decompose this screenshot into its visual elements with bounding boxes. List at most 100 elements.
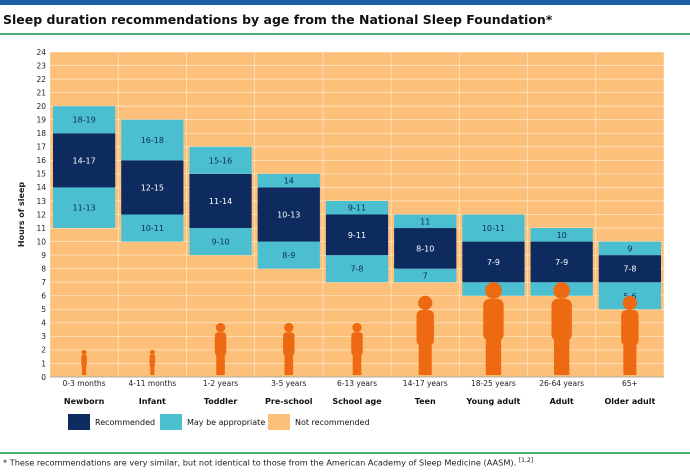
infant-icon: [149, 349, 156, 375]
bar-appropriate-low-label: 10-11: [141, 224, 164, 233]
y-tick-label: 11: [36, 224, 46, 233]
y-tick-label: 2: [41, 346, 46, 355]
chart-title: Sleep duration recommendations by age fr…: [3, 12, 553, 27]
bar-recommended-label: 7-9: [487, 258, 500, 267]
bar-appropriate-high-label: 9: [627, 244, 632, 253]
bar-appropriate-low-label: 8-9: [282, 251, 295, 260]
legend-label-background: Not recommended: [295, 418, 370, 427]
title-divider: [0, 33, 690, 35]
bar-recommended: [394, 228, 457, 269]
group-label: Young adult: [466, 397, 521, 406]
bar-recommended-label: 7-8: [623, 265, 636, 274]
y-tick-label: 6: [41, 292, 46, 301]
bar-appropriate-high: [53, 106, 116, 134]
y-tick-label: 24: [36, 48, 46, 57]
bar-recommended: [189, 173, 252, 229]
y-tick-label: 4: [41, 319, 46, 328]
bar-appropriate-low-label: 7: [423, 271, 428, 280]
y-tick-label: 13: [36, 197, 46, 206]
bar-recommended: [530, 241, 593, 283]
legend-swatch-appropriate: [160, 414, 182, 430]
bar-appropriate-high-label: 18-19: [72, 116, 95, 125]
x-tick-label: 18-25 years: [471, 379, 516, 388]
bar-appropriate-low-label: 7-8: [350, 265, 363, 274]
y-tick-label: 10: [36, 237, 46, 246]
bar-recommended-label: 9-11: [348, 231, 366, 240]
school-child-icon: [351, 322, 363, 375]
bar-appropriate-high: [394, 214, 457, 229]
bar-appropriate-high-label: 16-18: [141, 136, 164, 145]
y-axis-label: Hours of sleep: [17, 182, 26, 247]
bar-recommended: [53, 133, 116, 188]
bar-appropriate-low: [325, 255, 389, 283]
footnote-text: * These recommendations are very similar…: [3, 457, 517, 468]
group-label: Teen: [415, 397, 436, 406]
bar-appropriate-high-label: 14: [284, 177, 294, 186]
y-tick-label: 22: [36, 75, 46, 84]
bar-recommended-label: 7-9: [555, 258, 568, 267]
bar-appropriate-high-label: 9-11: [348, 204, 366, 213]
adult-icon: [551, 282, 572, 375]
bar-appropriate-low-label: 11-13: [72, 204, 95, 213]
bar-appropriate-high-label: 10-11: [482, 224, 505, 233]
group-label: Older adult: [604, 397, 655, 406]
y-tick-label: 9: [41, 251, 46, 260]
x-tick-label: 0-3 months: [63, 379, 106, 388]
bar-appropriate-low: [189, 228, 252, 256]
y-tick-label: 20: [36, 102, 46, 111]
newborn-icon: [81, 349, 87, 375]
group-label: Pre-school: [265, 397, 313, 406]
y-tick-label: 17: [36, 143, 46, 152]
x-tick-label: 26-64 years: [539, 379, 584, 388]
bar-appropriate-high-label: 10: [557, 231, 567, 240]
y-tick-label: 21: [36, 88, 46, 97]
footnote-refs: [1,2]: [518, 457, 534, 464]
footnote-divider: [0, 452, 690, 454]
preschooler-icon: [283, 322, 295, 375]
x-tick-label: 65+: [622, 379, 638, 388]
bar-appropriate-high: [189, 146, 252, 174]
x-tick-label: 4-11 months: [129, 379, 177, 388]
x-tick-label: 1-2 years: [203, 379, 238, 388]
y-tick-label: 19: [36, 116, 46, 125]
bar-appropriate-high-label: 15-16: [209, 156, 232, 165]
bar-appropriate-high: [257, 173, 320, 188]
x-tick-label: 14-17 years: [403, 379, 448, 388]
top-accent-bar: [0, 0, 690, 5]
bar-appropriate-low: [53, 187, 116, 229]
bar-appropriate-high: [598, 241, 661, 256]
y-tick-label: 7: [41, 278, 46, 287]
teen-icon: [416, 295, 434, 375]
bar-recommended-label: 11-14: [209, 197, 232, 206]
legend-swatch-recommended: [68, 414, 90, 430]
y-tick-label: 14: [36, 183, 46, 192]
y-tick-label: 18: [36, 129, 46, 138]
bar-recommended: [325, 214, 389, 256]
y-tick-label: 3: [41, 332, 46, 341]
young-adult-icon: [483, 282, 504, 375]
toddler-icon: [214, 322, 227, 375]
footnote: * These recommendations are very similar…: [3, 457, 533, 468]
bar-recommended-label: 8-10: [416, 244, 434, 253]
bar-recommended: [598, 255, 661, 283]
bar-appropriate-high: [530, 228, 593, 242]
bar-appropriate-low: [257, 241, 320, 269]
bar-recommended-label: 14-17: [72, 156, 95, 165]
group-label: Newborn: [64, 397, 105, 406]
bar-appropriate-high: [462, 214, 525, 242]
bar-recommended-label: 12-15: [141, 183, 164, 192]
legend-label-recommended: Recommended: [95, 418, 155, 427]
bar-recommended: [462, 241, 525, 283]
legend-label-appropriate: May be appropriate: [187, 418, 265, 427]
x-tick-label: 3-5 years: [271, 379, 306, 388]
bar-recommended: [121, 160, 184, 215]
group-label: Toddler: [204, 397, 238, 406]
bar-appropriate-low: [394, 268, 457, 283]
y-tick-label: 16: [36, 156, 46, 165]
y-tick-label: 1: [41, 359, 46, 368]
y-tick-label: 5: [41, 305, 46, 314]
y-tick-label: 23: [36, 61, 46, 70]
group-label: Infant: [139, 397, 166, 406]
bar-appropriate-high: [121, 119, 184, 161]
